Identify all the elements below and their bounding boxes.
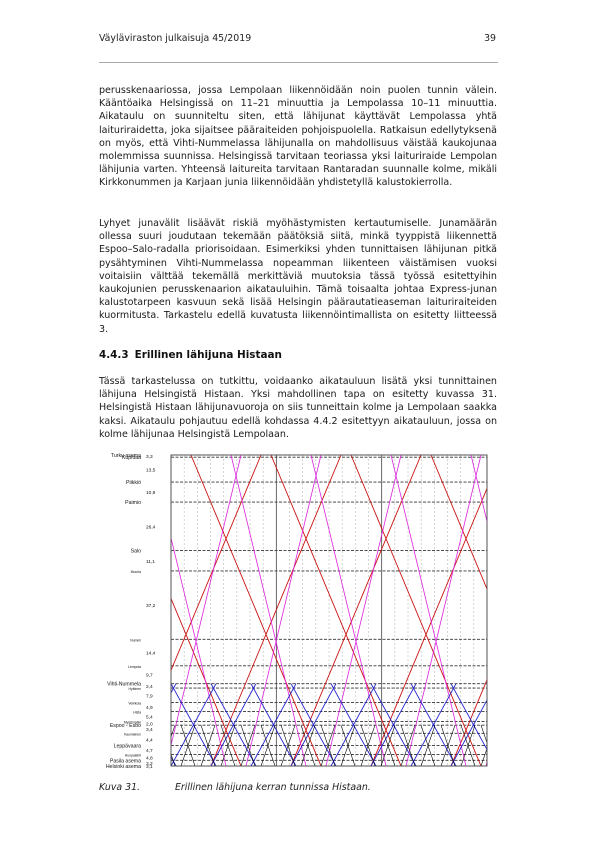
train-path — [410, 683, 457, 767]
train-path — [180, 725, 196, 767]
right-mask — [487, 448, 497, 770]
train-path — [370, 463, 497, 767]
train-path — [300, 725, 316, 767]
segment-km-label: 5,4 — [146, 715, 153, 721]
train-path — [290, 683, 337, 767]
station-label: Leppävaara — [114, 744, 142, 750]
publication-title: Väyläviraston julkaisuja 45/2019 — [99, 33, 252, 44]
train-path — [260, 725, 276, 767]
section-heading: 4.4.3 Erillinen lähijuna Histaan — [99, 349, 282, 361]
train-path — [270, 454, 402, 767]
train-path — [330, 683, 377, 767]
train-path — [325, 454, 402, 767]
station-label: Hista — [133, 711, 141, 715]
station-label: Myntinmäki — [124, 721, 141, 725]
station-label: Piikkiö — [126, 480, 141, 486]
train-path — [170, 683, 217, 767]
section-title: Erillinen lähijuna Histaan — [134, 349, 282, 361]
figure-caption: Kuva 31. Erillinen lähijuna kerran tunnis… — [99, 782, 371, 793]
segment-km-label: 37,2 — [146, 603, 156, 609]
train-path — [460, 725, 476, 767]
paragraph-3: Tässä tarkastelussa on tutkittu, voidaan… — [99, 376, 497, 440]
segment-km-label: 3,2 — [146, 761, 153, 767]
station-label: Espoo - Esbo — [110, 723, 141, 729]
train-path — [210, 683, 257, 767]
segment-km-label: 3,3 — [146, 454, 153, 460]
page-header: Väyläviraston julkaisuja 45/2019 39 — [99, 33, 496, 49]
paragraph-1: perusskenaariossa, jossa Lempolaan liike… — [99, 85, 497, 189]
caption-text: Erillinen lähijuna kerran tunnissa Hista… — [175, 782, 371, 793]
station-label: Muurla — [131, 570, 141, 574]
train-path — [250, 683, 297, 767]
train-path — [350, 454, 482, 767]
segment-km-label: 4,9 — [146, 705, 153, 711]
station-label: Paimio — [125, 500, 141, 506]
train-path — [230, 454, 307, 767]
train-path — [165, 454, 242, 767]
segment-km-label: 3,4 — [146, 727, 153, 733]
train-path — [310, 454, 387, 767]
train-path — [340, 725, 356, 767]
segment-km-label: 2,4 — [146, 684, 153, 690]
graph-frame — [170, 454, 488, 767]
station-label: Turku asema — [111, 453, 141, 459]
segment-km-label: 4,4 — [146, 737, 153, 743]
station-label: Lempola — [128, 665, 141, 669]
station-label: Hyttinen — [129, 687, 142, 691]
train-path — [405, 454, 482, 767]
segment-km-label: 11,1 — [146, 559, 155, 565]
section-number: 4.4.3 — [99, 349, 129, 361]
segment-km-label: 2,0 — [146, 721, 153, 727]
train-path — [245, 454, 322, 767]
train-path — [470, 454, 497, 565]
train-path — [370, 683, 417, 767]
page-number: 39 — [484, 33, 496, 44]
train-path — [220, 725, 236, 767]
segment-km-label: 9,7 — [146, 673, 153, 679]
train-path — [280, 725, 296, 767]
train-path — [440, 725, 456, 767]
train-path — [240, 725, 256, 767]
train-path — [420, 725, 436, 767]
train-path — [360, 725, 376, 767]
segment-km-label: 13,5 — [146, 468, 156, 474]
header-divider — [99, 62, 498, 63]
segment-km-label: 4,8 — [146, 755, 153, 761]
train-path — [450, 654, 497, 767]
station-label: Nummi — [130, 638, 141, 642]
segment-km-label: 10,9 — [146, 490, 156, 496]
station-label: Helsinki asema — [106, 764, 141, 770]
train-path — [400, 725, 416, 767]
segment-km-label: 14,4 — [146, 651, 156, 657]
segment-km-label: 4,7 — [146, 748, 153, 754]
train-path — [390, 454, 467, 767]
caption-number: Kuva 31. — [99, 782, 141, 793]
segment-km-label: 3,1 — [146, 764, 153, 770]
train-path — [320, 725, 336, 767]
station-label: Veikkola — [128, 702, 141, 706]
station-label: Pasila asema — [110, 758, 141, 764]
station-label: Salo — [131, 549, 141, 555]
train-path — [210, 454, 342, 767]
station-label: Kauniainen — [124, 732, 141, 736]
train-path — [200, 725, 216, 767]
paragraph-2: Lyhyet junavälit lisäävät riskiä myöhäst… — [99, 218, 497, 335]
station-label: Kupittaa — [122, 455, 141, 461]
segment-km-label: 26,4 — [146, 524, 156, 530]
left-mask — [99, 448, 171, 770]
train-path — [190, 454, 322, 767]
train-path — [290, 454, 422, 767]
segment-km-label: 7,9 — [146, 693, 153, 699]
station-label: Huopalahti — [125, 753, 141, 757]
train-path — [380, 725, 396, 767]
station-label: Vihti-Nummela — [107, 682, 141, 688]
train-graph-figure: Turku asema Kupittaa Piikkiö Paimio Salo Muur… — [99, 448, 497, 770]
